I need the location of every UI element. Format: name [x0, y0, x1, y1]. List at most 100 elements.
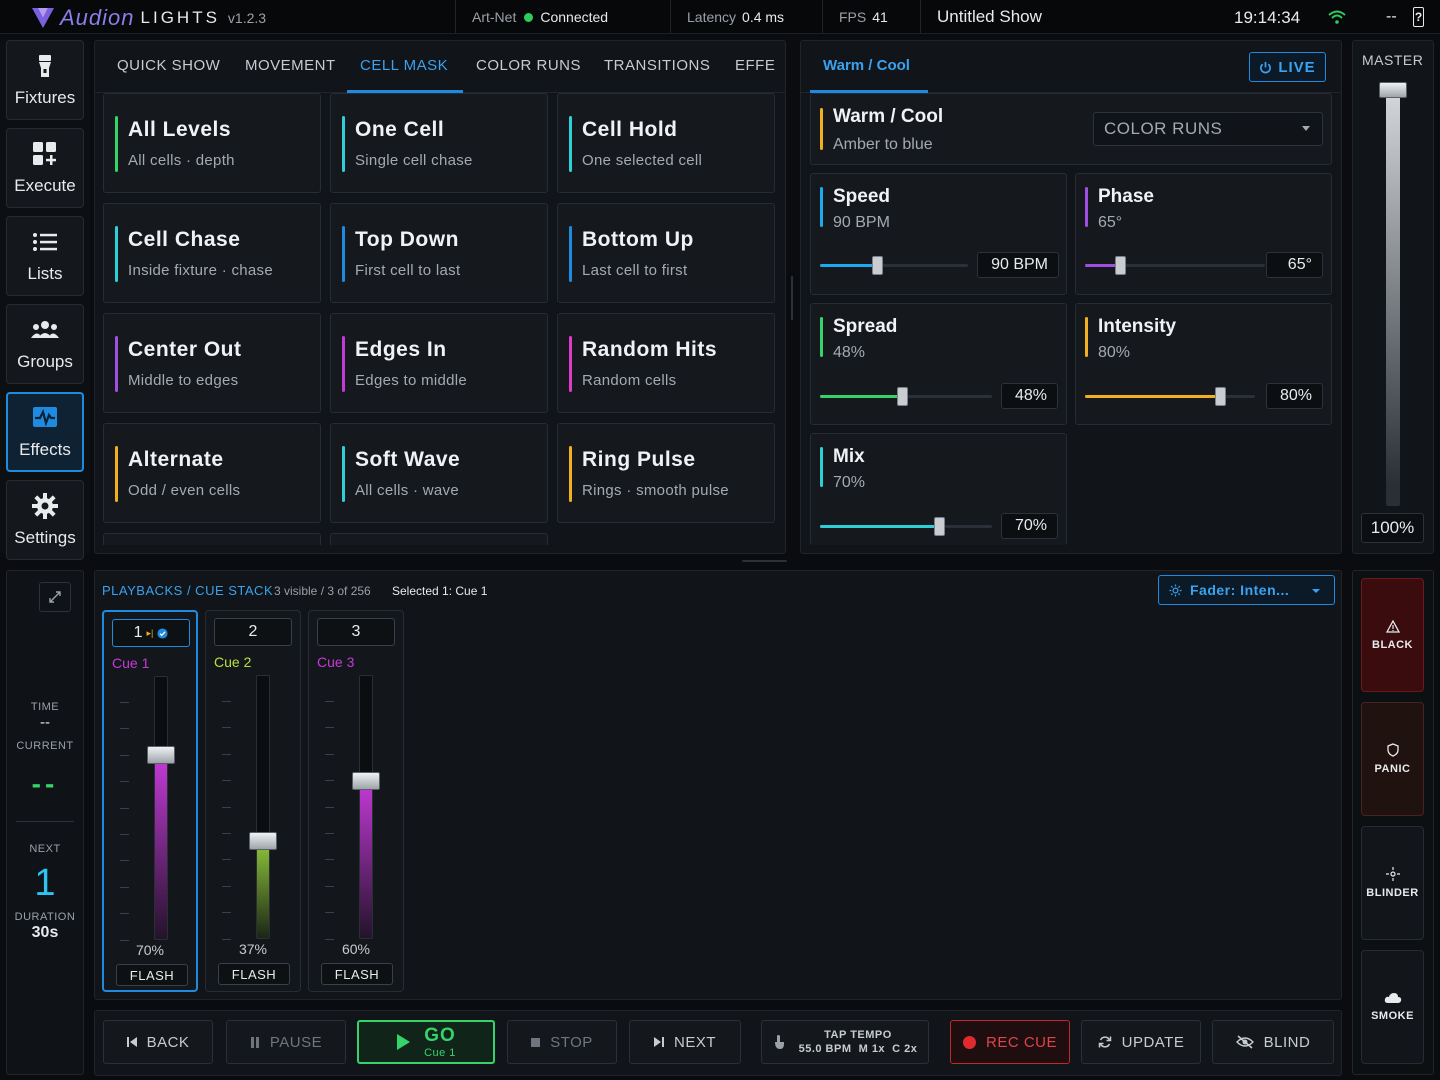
rec-cue-button[interactable]: REC CUE: [950, 1020, 1070, 1064]
effect-color-bar: [820, 108, 823, 150]
nav-fixtures[interactable]: Fixtures: [6, 40, 84, 120]
param-value-box[interactable]: 80%: [1266, 383, 1323, 409]
param-value-box[interactable]: 70%: [1001, 513, 1058, 539]
cue-number[interactable]: 2: [214, 618, 292, 646]
pause-button[interactable]: PAUSE: [226, 1020, 346, 1064]
nav-groups[interactable]: Groups: [6, 304, 84, 384]
flash-button[interactable]: FLASH: [116, 964, 188, 986]
slider-knob[interactable]: [871, 256, 883, 275]
fader-tick: [325, 833, 334, 834]
latency-status: Latency 0.4 ms: [670, 0, 822, 34]
nav-execute[interactable]: Execute: [6, 128, 84, 208]
effect-card-alternate[interactable]: Alternate Odd / even cells: [103, 423, 321, 523]
panic-button[interactable]: PANIC: [1361, 702, 1424, 816]
effect-card-one-cell[interactable]: One Cell Single cell chase: [330, 93, 548, 193]
update-button[interactable]: UPDATE: [1081, 1020, 1201, 1064]
effect-card-random-hits[interactable]: Random Hits Random cells: [557, 313, 775, 413]
tab-cell-mask[interactable]: CELL MASK: [360, 57, 449, 74]
slider-knob[interactable]: [1115, 256, 1126, 275]
flash-button[interactable]: FLASH: [218, 963, 290, 985]
slider-knob[interactable]: [1215, 387, 1226, 406]
cue-number[interactable]: 3: [317, 618, 395, 646]
effect-card-edges-in[interactable]: Edges In Edges to middle: [330, 313, 548, 413]
effect-card-cell-hold[interactable]: Cell Hold One selected cell: [557, 93, 775, 193]
cue-column-3[interactable]: 3 Cue 3 60% FLASH: [308, 610, 404, 992]
nav-effects[interactable]: Effects: [6, 392, 84, 472]
effect-card-center-out[interactable]: Center Out Middle to edges: [103, 313, 321, 413]
status-divider: [16, 821, 74, 822]
master-fader-track[interactable]: [1386, 82, 1400, 506]
param-slider[interactable]: [820, 517, 992, 536]
stop-button[interactable]: STOP: [507, 1020, 617, 1064]
flash-button[interactable]: FLASH: [321, 963, 393, 985]
nav-settings[interactable]: Settings: [6, 480, 84, 560]
tab-color-runs[interactable]: COLOR RUNS: [476, 57, 582, 74]
param-value-box[interactable]: 48%: [1001, 383, 1058, 409]
tab-quick-show[interactable]: QUICK SHOW: [117, 57, 221, 74]
effect-card-bottom-up[interactable]: Bottom Up Last cell to first: [557, 203, 775, 303]
category-select[interactable]: COLOR RUNS: [1093, 112, 1323, 146]
show-name[interactable]: Untitled Show: [920, 0, 1220, 34]
nav-lists[interactable]: Lists: [6, 216, 84, 296]
black-label: BLACK: [1372, 638, 1413, 651]
fader-tick: [120, 702, 129, 703]
param-slider[interactable]: [820, 387, 992, 406]
param-value-box[interactable]: 90 BPM: [977, 252, 1059, 278]
slider-fill: [820, 395, 903, 398]
slider-knob[interactable]: [934, 517, 946, 536]
param-slider[interactable]: [1085, 387, 1255, 406]
card-title: Ring Pulse: [582, 448, 696, 471]
master-fader-handle[interactable]: [1379, 82, 1407, 98]
live-button[interactable]: LIVE: [1249, 52, 1326, 82]
smoke-button[interactable]: SMOKE: [1361, 950, 1424, 1064]
horizontal-resize-handle[interactable]: [742, 560, 787, 562]
slider-knob[interactable]: [896, 387, 908, 406]
param-slider[interactable]: [820, 256, 968, 275]
blinder-button[interactable]: BLINDER: [1361, 826, 1424, 940]
tab-effects-truncated[interactable]: EFFE(: [735, 57, 775, 74]
skip-back-icon: [126, 1037, 137, 1047]
param-color-bar: [820, 317, 823, 357]
go-button[interactable]: GO Cue 1: [357, 1020, 495, 1064]
effect-card-top-down[interactable]: Top Down First cell to last: [330, 203, 548, 303]
pause-label: PAUSE: [269, 1033, 323, 1051]
panel-resize-handle[interactable]: [791, 276, 793, 320]
tap-tempo-button[interactable]: TAP TEMPO 55.0 BPM M 1x C 2x: [761, 1020, 929, 1064]
playbacks-selected: Selected 1: Cue 1: [392, 584, 488, 598]
param-speed: Speed 90 BPM 90 BPM: [810, 173, 1067, 295]
fader-mode-select[interactable]: Fader: Inten...: [1158, 575, 1335, 605]
cue-column-1[interactable]: 1 ▸| Cue 1 70% FLASH: [102, 610, 198, 992]
param-slider[interactable]: [1085, 256, 1265, 275]
param-color-bar: [1085, 317, 1088, 357]
effect-desc: Amber to blue: [833, 136, 933, 153]
fader-tick: [325, 806, 334, 808]
blind-button[interactable]: BLIND: [1212, 1020, 1334, 1064]
master-value[interactable]: 100%: [1361, 513, 1424, 543]
tab-warm-cool[interactable]: Warm / Cool: [823, 57, 910, 74]
fader-tick: [222, 701, 231, 702]
cue-column-2[interactable]: 2 Cue 2 37% FLASH: [205, 610, 301, 992]
cue-fader-track[interactable]: [359, 675, 373, 939]
tab-movement[interactable]: MOVEMENT: [245, 57, 336, 74]
cue-fader-handle[interactable]: [249, 832, 277, 851]
effect-card-all-levels[interactable]: All Levels All cells · depth: [103, 93, 321, 193]
fader-tick: [222, 753, 231, 755]
cue-number[interactable]: 1 ▸|: [112, 619, 190, 647]
next-button[interactable]: NEXT: [629, 1020, 741, 1064]
cue-fader-track[interactable]: [256, 675, 270, 939]
playbacks-count: 3 visible / 3 of 256: [274, 584, 371, 598]
back-button[interactable]: BACK: [103, 1020, 213, 1064]
effect-card-cell-chase[interactable]: Cell Chase Inside fixture · chase: [103, 203, 321, 303]
tab-transitions[interactable]: TRANSITIONS: [604, 57, 711, 74]
cue-fader-handle[interactable]: [147, 746, 175, 765]
cue-fader-handle[interactable]: [352, 771, 380, 790]
cue-fader-track[interactable]: [154, 676, 168, 940]
param-value-box[interactable]: 65°: [1266, 252, 1323, 278]
card-color-bar: [342, 116, 345, 172]
effect-card-ring-pulse[interactable]: Ring Pulse Rings · smooth pulse: [557, 423, 775, 523]
effect-card-soft-wave[interactable]: Soft Wave All cells · wave: [330, 423, 548, 523]
expand-button[interactable]: [39, 582, 71, 612]
gear-icon: [32, 493, 58, 519]
brand-sub: LIGHTS: [140, 8, 220, 27]
blackout-button[interactable]: BLACK: [1361, 578, 1424, 692]
